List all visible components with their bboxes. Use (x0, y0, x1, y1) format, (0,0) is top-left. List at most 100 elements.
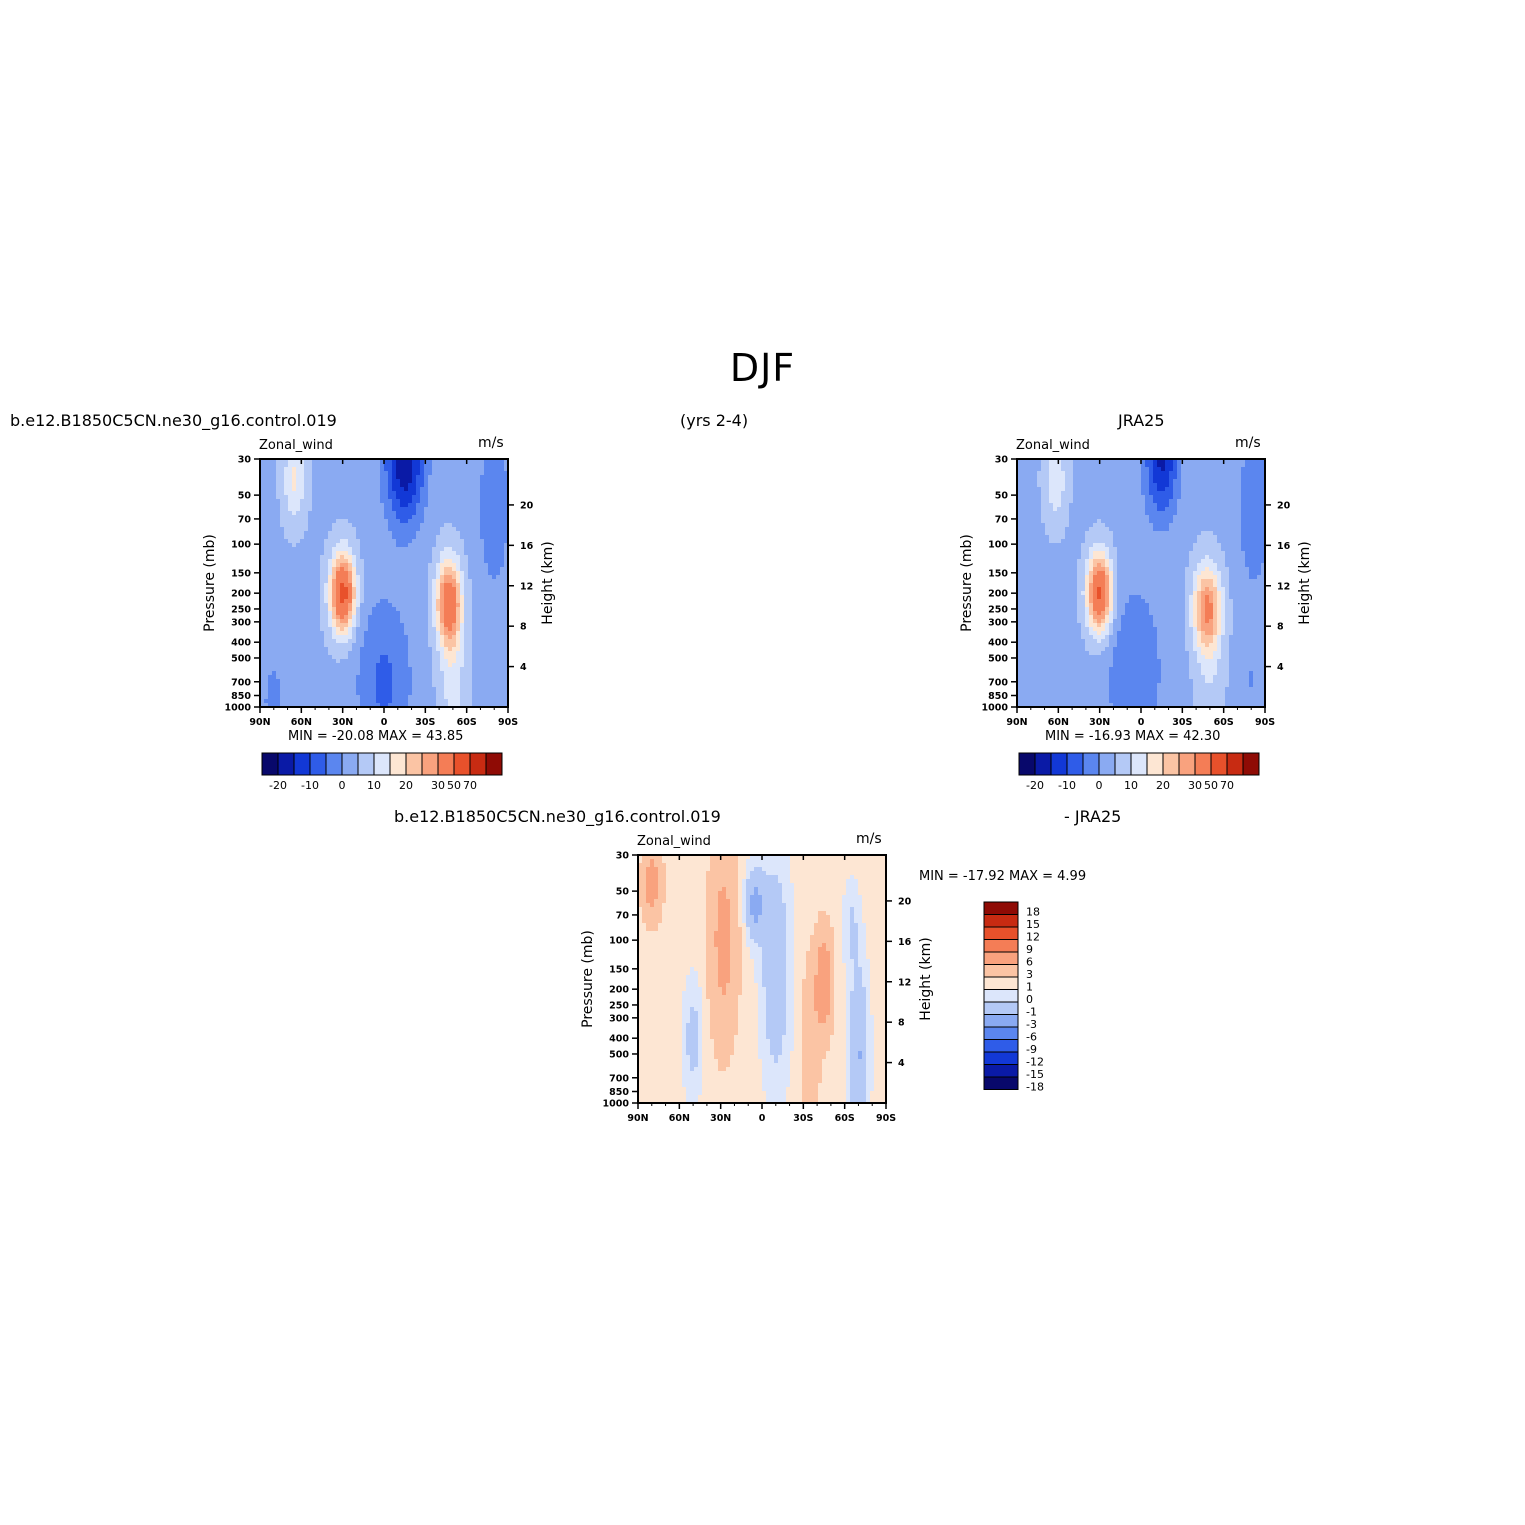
model-cell (308, 543, 313, 548)
model-cell (444, 675, 449, 680)
model-colorbar-swatch (485, 752, 503, 776)
model-cell (296, 679, 301, 684)
model-cell (332, 467, 337, 472)
obs-cell (1081, 499, 1086, 504)
model-cell (468, 595, 473, 600)
model-cell (444, 471, 449, 476)
model-cell (344, 487, 349, 492)
model-cell (472, 667, 477, 672)
model-cell (404, 639, 409, 644)
obs-cell (1253, 511, 1258, 516)
model-cell (332, 483, 337, 488)
model-cell (300, 483, 305, 488)
model-cell (312, 535, 317, 540)
model-cell (356, 615, 361, 620)
obs-cell (1149, 471, 1154, 476)
model-cell (448, 463, 453, 468)
model-cell (460, 611, 465, 616)
model-cell (376, 579, 381, 584)
model-cell (344, 531, 349, 536)
obs-cell (1185, 523, 1190, 528)
model-cell (272, 579, 277, 584)
model-cell (288, 551, 293, 556)
model-cell (492, 507, 497, 512)
model-cell (368, 491, 373, 496)
model-cell (312, 687, 317, 692)
model-cell (468, 611, 473, 616)
obs-cell (1213, 507, 1218, 512)
obs-cell (1141, 511, 1146, 516)
model-cell (488, 567, 493, 572)
model-cell (444, 667, 449, 672)
model-cell (408, 495, 413, 500)
obs-cell (1205, 519, 1210, 524)
model-cell (460, 483, 465, 488)
model-cell (280, 679, 285, 684)
model-cell (480, 595, 485, 600)
model-cell (328, 527, 333, 532)
model-cell (444, 687, 449, 692)
model-cell (308, 515, 313, 520)
model-cell (276, 539, 281, 544)
model-cell (336, 519, 341, 524)
model-cell (416, 603, 421, 608)
model-cell (300, 547, 305, 552)
model-cell (360, 531, 365, 536)
model-cell (444, 635, 449, 640)
model-cell (380, 491, 385, 496)
obs-cell (1105, 523, 1110, 528)
obs-cell (1089, 459, 1094, 464)
model-cell (424, 531, 429, 536)
obs-cell (1049, 507, 1054, 512)
obs-cell (1053, 467, 1058, 472)
model-cell (484, 683, 489, 688)
model-cell (480, 547, 485, 552)
model-cell (412, 663, 417, 668)
model-cell (332, 527, 337, 532)
model-cell (356, 659, 361, 664)
model-cell (260, 507, 265, 512)
model-cell (308, 671, 313, 676)
model-cell (260, 571, 265, 576)
model-cell (380, 555, 385, 560)
model-cell (352, 655, 357, 660)
model-cell (492, 703, 497, 708)
obs-cell (1125, 463, 1130, 468)
model-cell (464, 555, 469, 560)
model-cell (348, 543, 353, 548)
model-cell (472, 487, 477, 492)
model-cell (368, 695, 373, 700)
model-cell (436, 675, 441, 680)
model-cell (372, 643, 377, 648)
model-cell (424, 615, 429, 620)
model-cell (296, 467, 301, 472)
model-cell (260, 639, 265, 644)
model-cell (492, 463, 497, 468)
model-cell (260, 543, 265, 548)
model-cell (328, 507, 333, 512)
model-cell (268, 635, 273, 640)
obs-cell (1165, 511, 1170, 516)
obs-cell (1077, 467, 1082, 472)
model-cell (328, 667, 333, 672)
model-cell (332, 695, 337, 700)
model-cell (436, 467, 441, 472)
model-cell (492, 627, 497, 632)
model-cell (372, 463, 377, 468)
model-cell (456, 483, 461, 488)
model-cell (420, 491, 425, 496)
model-cell (276, 667, 281, 672)
obs-cell (1057, 507, 1062, 512)
model-cell (260, 631, 265, 636)
model-cell (464, 483, 469, 488)
model-cell (340, 579, 345, 584)
obs-cell (1105, 515, 1110, 520)
model-cell (368, 579, 373, 584)
model-cell (284, 655, 289, 660)
model-cell (504, 599, 509, 604)
model-cell (308, 579, 313, 584)
model-cell (492, 499, 497, 504)
model-cell (456, 635, 461, 640)
model-cell (500, 675, 505, 680)
model-cell (292, 703, 297, 708)
